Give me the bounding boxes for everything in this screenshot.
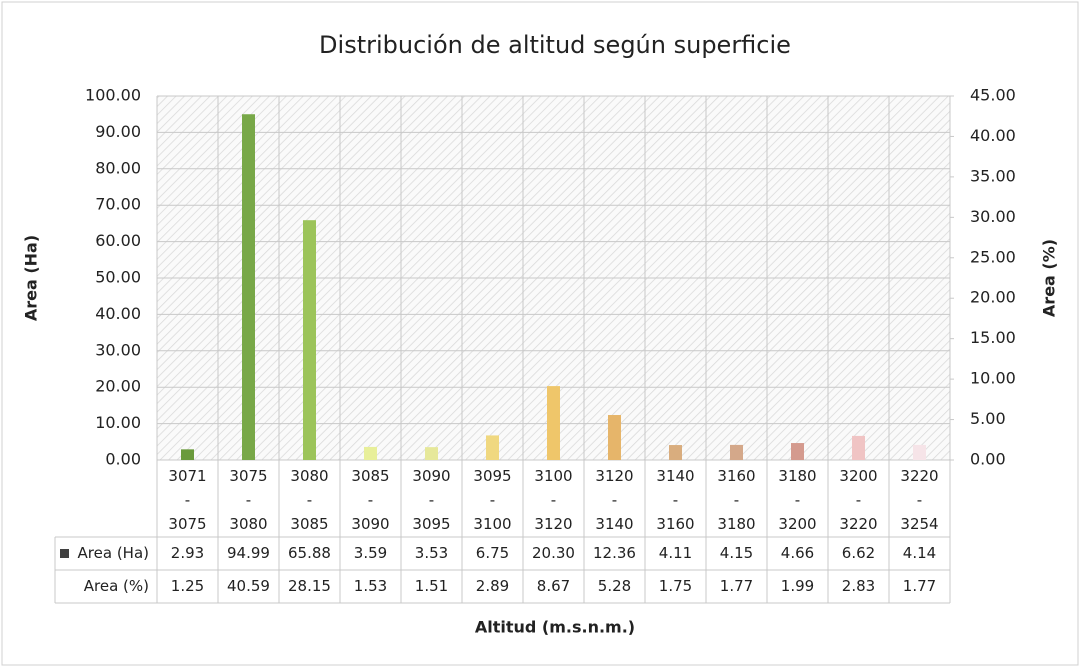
table-cell: 1.77 [903, 577, 936, 595]
bar [913, 444, 926, 460]
y-axis-title: Area (Ha) [22, 235, 41, 321]
x-tick-label: 3090 -3095 [412, 467, 450, 533]
bar [486, 435, 499, 460]
y-tick-label: 0.00 [105, 450, 141, 469]
bar [547, 386, 560, 460]
bar [608, 415, 621, 460]
y2-tick-label: 20.00 [970, 288, 1016, 307]
y2-tick-label: 30.00 [970, 207, 1016, 226]
x-tick-label: 3095 -3100 [473, 467, 511, 533]
x-tick-label: 3180 -3200 [778, 467, 816, 533]
legend-label: Area (%) [84, 577, 149, 595]
y2-tick-label: 45.00 [970, 86, 1016, 105]
y-tick-label: 70.00 [95, 195, 141, 214]
bar [181, 449, 194, 460]
table-cell: 8.67 [537, 577, 570, 595]
y-tick-label: 20.00 [95, 377, 141, 396]
table-cell: 4.15 [720, 544, 753, 562]
y-tick-label: 60.00 [95, 231, 141, 250]
x-tick-label: 3120 -3140 [595, 467, 633, 533]
table-cell: 94.99 [227, 544, 270, 562]
y2-tick-label: 35.00 [970, 166, 1016, 185]
y-tick-label: 100.00 [85, 86, 141, 105]
y-tick-label: 10.00 [95, 413, 141, 432]
table-cell: 6.75 [476, 544, 509, 562]
bar [791, 443, 804, 460]
bar [242, 114, 255, 461]
y2-tick-label: 10.00 [970, 369, 1016, 388]
x-tick-label: 3080 -3085 [290, 467, 328, 533]
table-cell: 12.36 [593, 544, 636, 562]
table-cell: 1.51 [415, 577, 448, 595]
y2-tick-label: 0.00 [970, 450, 1006, 469]
table-cell: 3.53 [415, 544, 448, 562]
table-cell: 6.62 [842, 544, 875, 562]
table-cell: 65.88 [288, 544, 331, 562]
x-axis-title: Altitud (m.s.n.m.) [475, 618, 635, 637]
table-cell: 1.53 [354, 577, 387, 595]
table-cell: 1.75 [659, 577, 692, 595]
y-tick-label: 80.00 [95, 158, 141, 177]
y-tick-label: 90.00 [95, 122, 141, 141]
bar [425, 447, 438, 460]
table-cell: 4.66 [781, 544, 814, 562]
x-tick-label: 3075 -3080 [229, 467, 267, 533]
table-cell: 20.30 [532, 544, 575, 562]
table-cell: 28.15 [288, 577, 331, 595]
x-tick-label: 3220 -3254 [900, 467, 938, 533]
table-cell: 2.89 [476, 577, 509, 595]
bar [303, 220, 316, 460]
table-cell: 1.77 [720, 577, 753, 595]
x-tick-label: 3140 -3160 [656, 467, 694, 533]
table-cell: 4.11 [659, 544, 692, 562]
table-cell: 5.28 [598, 577, 631, 595]
bar [852, 435, 865, 460]
bar [669, 445, 682, 460]
table-cell: 4.14 [903, 544, 936, 562]
x-tick-label: 3100 -3120 [534, 467, 572, 533]
x-tick-label: 3071 -3075 [168, 467, 206, 533]
y-tick-label: 50.00 [95, 268, 141, 287]
y2-axis-title: Area (%) [1040, 239, 1059, 317]
table-cell: 2.93 [171, 544, 204, 562]
table-cell: 40.59 [227, 577, 270, 595]
y2-tick-label: 40.00 [970, 126, 1016, 145]
legend-key [60, 549, 69, 558]
table-cell: 1.25 [171, 577, 204, 595]
y-tick-label: 40.00 [95, 304, 141, 323]
table-cell: 3.59 [354, 544, 387, 562]
x-tick-label: 3085 -3090 [351, 467, 389, 533]
table-cell: 1.99 [781, 577, 814, 595]
y-tick-label: 30.00 [95, 340, 141, 359]
legend-label: Area (Ha) [78, 544, 149, 562]
y2-tick-label: 15.00 [970, 328, 1016, 347]
chart-title: Distribución de altitud según superficie [319, 31, 791, 59]
table-cell: 2.83 [842, 577, 875, 595]
x-tick-label: 3200 -3220 [839, 467, 877, 533]
bar [730, 444, 743, 460]
x-tick-label: 3160 -3180 [717, 467, 755, 533]
bar [364, 446, 377, 460]
y2-tick-label: 25.00 [970, 247, 1016, 266]
y2-tick-label: 5.00 [970, 409, 1006, 428]
